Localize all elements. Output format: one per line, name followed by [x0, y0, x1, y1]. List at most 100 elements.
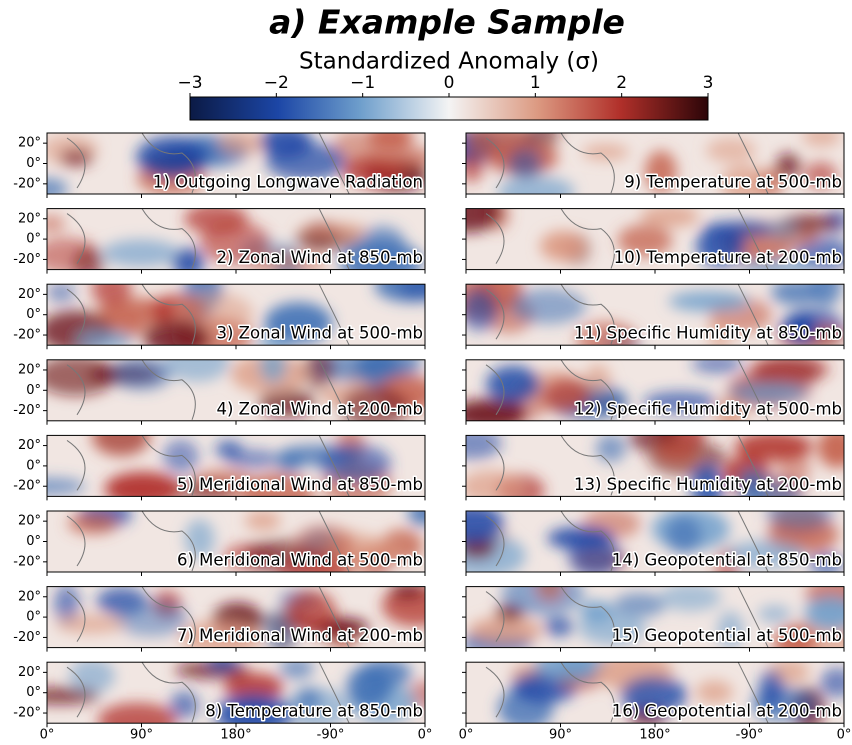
anomaly-blob	[319, 444, 392, 484]
anomaly-blob	[243, 472, 314, 497]
anomaly-blob	[535, 662, 608, 681]
anomaly-blob	[575, 321, 638, 346]
anomaly-field	[47, 284, 425, 346]
colorbar-tick-label: 2	[616, 73, 627, 93]
anomaly-field	[67, 511, 425, 572]
heatmap	[466, 511, 844, 572]
panel-label: 3) Zonal Wind at 500-mb	[216, 324, 423, 343]
anomaly-blob	[47, 477, 86, 496]
anomaly-blob	[645, 150, 677, 193]
x-tick-label: 180°	[639, 728, 670, 743]
anomaly-blob	[757, 605, 792, 623]
panel-label: 16) Geopotential at 200-mb	[612, 702, 842, 721]
anomaly-blob	[804, 596, 844, 631]
coastline	[66, 586, 350, 648]
coastline	[66, 284, 350, 346]
anomaly-field	[54, 586, 425, 648]
coastline	[485, 511, 769, 572]
anomaly-blob	[695, 680, 733, 704]
y-tick-label: 20°	[18, 136, 41, 151]
coastline	[485, 586, 769, 648]
y-tick-label: -20°	[13, 252, 41, 267]
y-tick-label: 20°	[18, 211, 41, 226]
y-tick-label: 0°	[26, 156, 41, 171]
y-tick-label: 0°	[26, 534, 41, 549]
x-tick-label: 0°	[459, 728, 474, 743]
anomaly-blob	[226, 449, 280, 469]
anomaly-blob	[359, 225, 405, 260]
anomaly-field	[47, 359, 425, 421]
panel-label: 12) Specific Humidity at 500-mb	[574, 399, 842, 418]
panel-label: 2) Zonal Wind at 850-mb	[216, 248, 423, 267]
heatmap	[466, 133, 844, 194]
panel-label: 10) Temperature at 200-mb	[614, 248, 842, 267]
y-tick-label: 0°	[26, 458, 41, 473]
title: a) Example Sample	[269, 3, 625, 42]
anomaly-blob	[294, 524, 356, 561]
anomaly-blob	[47, 687, 100, 705]
anomaly-blob	[584, 364, 611, 394]
anomaly-blob	[296, 687, 321, 712]
coastline	[485, 662, 769, 724]
y-tick-label: 0°	[26, 383, 41, 398]
anomaly-blob	[772, 625, 817, 648]
y-tick-label: 20°	[18, 589, 41, 604]
x-tick-label: 0°	[40, 728, 55, 743]
coastline	[485, 133, 769, 194]
anomaly-blob	[180, 620, 264, 648]
anomaly-blob	[466, 435, 502, 460]
anomaly-blob	[737, 467, 766, 497]
anomaly-blob	[691, 465, 724, 497]
anomaly-blob	[223, 673, 284, 701]
anomaly-blob	[468, 616, 542, 645]
y-tick-label: -20°	[13, 554, 41, 569]
colorbar-tick-label: −1	[350, 73, 375, 93]
anomaly-blob	[184, 519, 215, 559]
y-tick-label: 20°	[18, 362, 41, 377]
panel-label: 11) Specific Humidity at 850-mb	[574, 324, 842, 343]
anomaly-field	[466, 284, 844, 346]
x-tick-label: -90°	[317, 728, 345, 743]
anomaly-blob	[729, 382, 807, 403]
colorbar-label: Standardized Anomaly (σ)	[299, 49, 599, 75]
anomaly-blob	[620, 676, 688, 715]
anomaly-blob	[541, 377, 591, 413]
anomaly-blob	[726, 540, 806, 568]
anomaly-blob	[104, 471, 181, 497]
anomaly-blob	[367, 133, 414, 150]
heatmap	[47, 133, 425, 194]
anomaly-field	[466, 435, 844, 497]
anomaly-blob	[768, 219, 800, 241]
y-tick-label: -20°	[13, 328, 41, 343]
anomaly-blob	[765, 511, 835, 530]
anomaly-blob	[246, 251, 326, 270]
colorbar-tick-label: 1	[530, 73, 541, 93]
anomaly-blob	[613, 592, 666, 618]
anomaly-blob	[72, 247, 105, 270]
anomaly-field	[466, 208, 844, 270]
heatmap	[47, 662, 425, 724]
coastline	[66, 435, 350, 497]
heatmap	[466, 359, 844, 421]
panel-label: 14) Geopotential at 850-mb	[612, 551, 842, 570]
anomaly-blob	[172, 248, 204, 270]
y-tick-label: 0°	[26, 232, 41, 247]
anomaly-blob	[642, 391, 717, 414]
heatmap	[47, 511, 425, 572]
anomaly-blob	[809, 284, 842, 307]
coastline	[66, 208, 350, 270]
anomaly-blob	[820, 667, 844, 698]
anomaly-blob	[535, 586, 564, 602]
anomaly-blob	[654, 438, 699, 465]
anomaly-blob	[691, 359, 743, 374]
anomaly-blob	[582, 144, 630, 161]
y-tick-label: 0°	[26, 685, 41, 700]
anomaly-field	[47, 435, 392, 497]
y-tick-label: -20°	[13, 403, 41, 418]
anomaly-blob	[114, 600, 189, 637]
coastline	[485, 435, 769, 497]
anomaly-blob	[47, 215, 66, 232]
anomaly-blob	[276, 553, 352, 572]
anomaly-blob	[264, 302, 333, 344]
anomaly-blob	[716, 397, 746, 421]
